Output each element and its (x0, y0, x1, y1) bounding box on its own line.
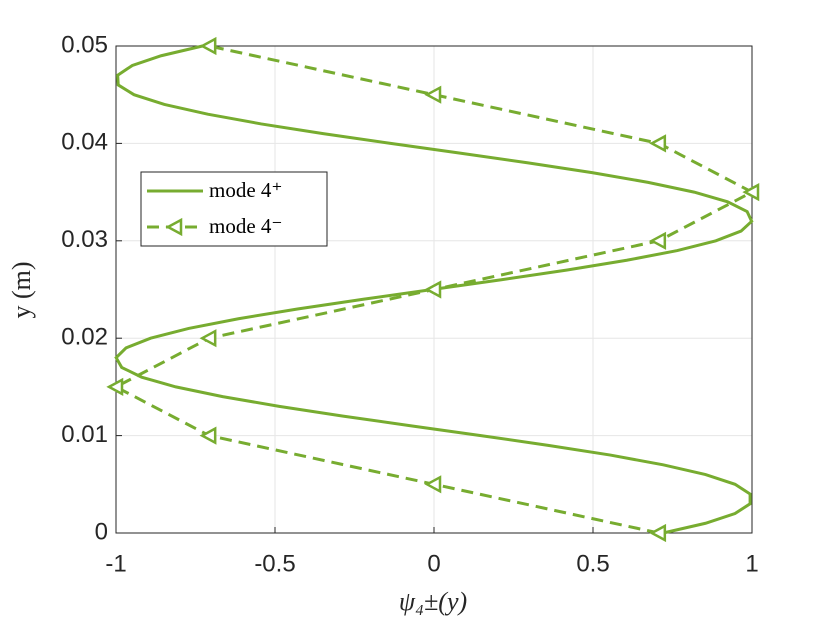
legend-box (140, 171, 328, 247)
y-tick-label: 0.01 (61, 421, 108, 448)
legend-marker (165, 217, 183, 237)
marker (199, 329, 217, 348)
y-tick-label: 0.03 (61, 226, 108, 253)
legend-label: mode 4⁻ (209, 214, 283, 238)
y-tick-label: 0.02 (61, 324, 108, 351)
marker (424, 85, 442, 104)
axes-box (115, 45, 753, 534)
marker (199, 426, 217, 445)
x-axis-label: ψ₄±(y) (399, 587, 467, 616)
x-tick-label: 0.5 (576, 550, 609, 577)
marker (106, 377, 124, 396)
y-axis-label: y (m) (7, 261, 36, 318)
marker (424, 280, 442, 299)
marker (199, 36, 217, 56)
y-tick-label: 0 (95, 518, 108, 545)
marker (742, 183, 760, 202)
y-tick-label: 0.05 (61, 31, 108, 58)
x-tick-label: 0 (427, 550, 440, 577)
marker (424, 475, 442, 494)
x-tick-label: -0.5 (254, 550, 295, 577)
marker (649, 523, 667, 543)
legend-label: mode 4⁺ (209, 178, 283, 202)
marker (649, 231, 667, 250)
x-tick-label: 1 (745, 550, 758, 577)
y-tick-label: 0.04 (61, 129, 108, 156)
marker (649, 134, 667, 153)
x-tick-label: -1 (105, 550, 126, 577)
